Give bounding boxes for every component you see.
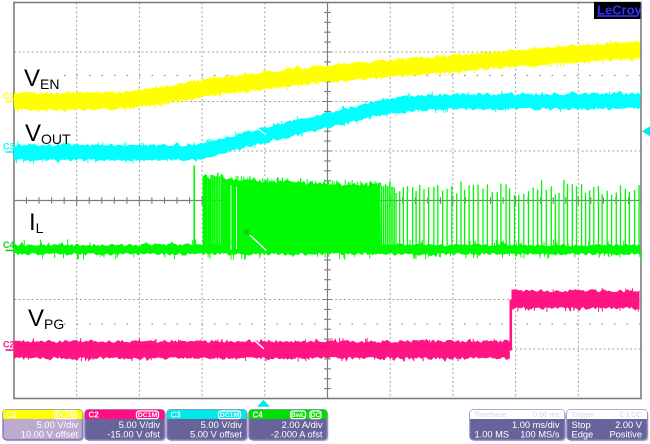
svg-text:LeCroy: LeCroy — [597, 3, 643, 18]
svg-text:1.00 ms/div: 1.00 ms/div — [512, 420, 560, 430]
svg-text:BwL: BwL — [291, 412, 305, 419]
svg-text:C3 DC: C3 DC — [619, 410, 642, 419]
svg-text:C2: C2 — [3, 340, 15, 350]
svg-text:C3: C3 — [3, 142, 15, 152]
svg-text:DC1M: DC1M — [138, 412, 158, 419]
svg-text:C3: C3 — [171, 410, 182, 419]
svg-text:DC1M: DC1M — [220, 412, 240, 419]
svg-text:Positive: Positive — [609, 430, 642, 440]
svg-text:Timebase: Timebase — [474, 410, 507, 419]
svg-text:-15.00 V ofst: -15.00 V ofst — [107, 430, 160, 440]
svg-text:C4: C4 — [253, 410, 264, 419]
svg-text:5.00 V offset: 5.00 V offset — [190, 430, 242, 440]
svg-text:2.00 A/div: 2.00 A/div — [282, 420, 323, 430]
svg-text:Stop: Stop — [572, 420, 591, 430]
svg-text:5.00 V/div: 5.00 V/div — [119, 420, 161, 430]
svg-text:-2.000 A ofst: -2.000 A ofst — [271, 430, 323, 440]
svg-text:C4: C4 — [3, 240, 15, 250]
svg-text:IL: IL — [245, 227, 252, 237]
svg-text:C1: C1 — [7, 410, 18, 419]
svg-text:5.00 V/div: 5.00 V/div — [201, 420, 243, 430]
svg-text:5.00 V/div: 5.00 V/div — [37, 420, 79, 430]
svg-text:C2: C2 — [89, 410, 100, 419]
svg-text:DC: DC — [311, 412, 321, 419]
svg-text:2.00 V: 2.00 V — [615, 420, 643, 430]
svg-text:Trigger: Trigger — [571, 410, 595, 419]
svg-text:DC1M: DC1M — [56, 412, 76, 419]
svg-text:Edge: Edge — [572, 430, 594, 440]
svg-text:1.00 MS: 1.00 MS — [475, 430, 510, 440]
svg-text:C1: C1 — [3, 91, 15, 101]
svg-text:100 MS/s: 100 MS/s — [520, 430, 560, 440]
svg-text:0.00 ms: 0.00 ms — [533, 410, 560, 419]
svg-text:10.00 V offset: 10.00 V offset — [21, 430, 79, 440]
